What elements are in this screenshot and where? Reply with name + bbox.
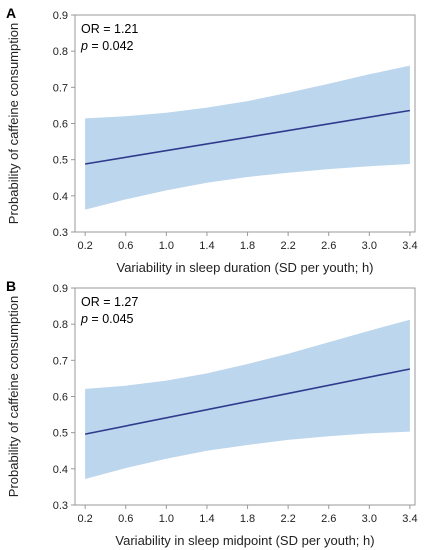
y-tick-label: 0.8 bbox=[53, 46, 68, 58]
x-tick-label: 0.2 bbox=[78, 513, 93, 525]
x-tick-label: 0.6 bbox=[118, 513, 133, 525]
y-tick-label: 0.6 bbox=[53, 119, 68, 131]
x-tick-label: 1.0 bbox=[159, 513, 174, 525]
y-tick-label: 0.3 bbox=[53, 500, 68, 512]
x-tick-label: 2.6 bbox=[321, 240, 336, 252]
x-tick-label: 3.0 bbox=[362, 513, 377, 525]
y-tick-label: 0.7 bbox=[53, 355, 68, 367]
x-axis-label: Variability in sleep duration (SD per yo… bbox=[117, 260, 374, 275]
y-tick-label: 0.9 bbox=[53, 10, 68, 22]
panel-b: B 0.2 0.6 1.0 1.4 1.8 2.2 2.6 3.0 3.4 0.3 0.4 0.5 0.6… bbox=[6, 278, 418, 548]
y-tick-label: 0.6 bbox=[53, 392, 68, 404]
confidence-band bbox=[85, 319, 410, 479]
odds-ratio-text: OR = 1.21 bbox=[81, 22, 138, 36]
x-tick-label: 1.4 bbox=[199, 240, 214, 252]
p-value-text: p = 0.045 bbox=[80, 312, 134, 326]
x-tick-label: 1.8 bbox=[240, 513, 255, 525]
x-tick-label: 1.0 bbox=[159, 240, 174, 252]
panel-letter: A bbox=[6, 5, 16, 21]
x-tick-label: 3.4 bbox=[402, 513, 417, 525]
fitted-line bbox=[84, 368, 411, 435]
x-axis-label: Variability in sleep midpoint (SD per yo… bbox=[115, 533, 374, 548]
x-tick-label: 0.6 bbox=[118, 240, 133, 252]
x-tick-label: 3.0 bbox=[362, 240, 377, 252]
x-tick-label: 2.6 bbox=[321, 513, 336, 525]
y-axis-label: Probability of caffeine consumption bbox=[6, 23, 21, 224]
p-symbol: p bbox=[80, 39, 88, 53]
p-value-text: p = 0.042 bbox=[80, 39, 134, 53]
x-tick-label: 3.4 bbox=[402, 240, 417, 252]
odds-ratio-text: OR = 1.27 bbox=[81, 295, 138, 309]
y-tick-label: 0.5 bbox=[53, 155, 68, 167]
x-tick-label: 1.4 bbox=[199, 513, 214, 525]
x-tick-label: 1.8 bbox=[240, 240, 255, 252]
x-tick-label: 2.2 bbox=[280, 513, 295, 525]
panel-letter: B bbox=[6, 278, 16, 294]
p-value: = 0.045 bbox=[88, 312, 134, 326]
y-tick-label: 0.4 bbox=[53, 464, 68, 476]
p-value: = 0.042 bbox=[88, 39, 134, 53]
y-axis-label: Probability of caffeine consumption bbox=[6, 296, 21, 497]
y-tick-label: 0.3 bbox=[53, 227, 68, 239]
y-tick-label: 0.9 bbox=[53, 283, 68, 295]
y-tick-label: 0.4 bbox=[53, 191, 68, 203]
y-tick-label: 0.5 bbox=[53, 428, 68, 440]
fitted-line bbox=[85, 109, 411, 165]
x-tick-label: 0.2 bbox=[78, 240, 93, 252]
y-tick-label: 0.7 bbox=[53, 82, 68, 94]
y-tick-label: 0.8 bbox=[53, 319, 68, 331]
x-tick-label: 2.2 bbox=[280, 240, 295, 252]
p-symbol: p bbox=[80, 312, 88, 326]
panel-a: A 0.2 0.6 1.0 1.4 1.8 2.2 2.6 3.0 3.4 0.3 0.4 0.5 0.6… bbox=[6, 5, 418, 275]
